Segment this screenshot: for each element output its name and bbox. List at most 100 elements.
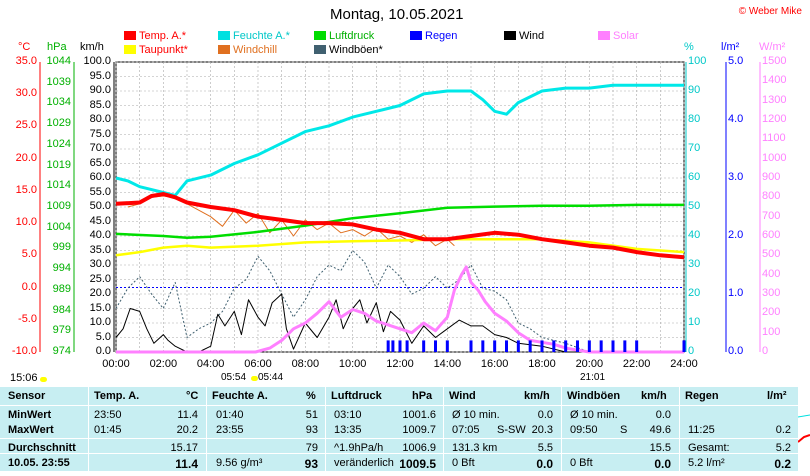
wind-direction: S-SW	[497, 424, 526, 436]
header-gusts: Windböen	[567, 390, 621, 402]
wind-tick-label: 15.0	[89, 301, 111, 314]
wind-tick-label: 45.0	[89, 214, 111, 227]
legend-temp: Temp. A.*	[124, 30, 186, 42]
column-divider	[561, 387, 562, 471]
solar-tick-label: 300	[762, 287, 781, 299]
humidity-tick-label: 90	[688, 84, 701, 96]
x-tick-label: 02:00	[149, 358, 178, 370]
legend-label: Solar	[613, 30, 639, 42]
temp-tick-label: 15.0	[15, 183, 37, 196]
pressure-tick-label: 1034	[46, 96, 71, 109]
solar-tick-label: 1500	[762, 55, 787, 67]
x-tick-label: 00:00	[102, 358, 130, 370]
pressure-tick-label: 1014	[46, 179, 71, 192]
rain-bar	[386, 340, 390, 352]
humidity-tick-label: 0	[688, 345, 695, 357]
side-mini-plot	[797, 387, 810, 471]
column-divider	[325, 387, 326, 471]
header-rain-unit: l/m²	[767, 390, 787, 402]
x-tick-label: 04:00	[196, 358, 225, 370]
temp-time: 23:50	[94, 409, 122, 421]
humidity-tick-label: 10	[688, 316, 701, 328]
rain-bar	[516, 340, 520, 352]
unit-rain: l/m²	[721, 41, 740, 53]
legend-swatch	[218, 45, 230, 54]
wind-tick-label: 40.0	[89, 229, 111, 241]
series-line-luftdruck	[115, 203, 684, 239]
humidity-value: 51	[305, 409, 318, 421]
rain-label: Gesamt:	[688, 442, 730, 454]
rain-tick-label: 4.0	[728, 113, 744, 125]
temp-value: 20.2	[176, 424, 198, 436]
legend-swatch	[314, 31, 326, 40]
pressure-tick-label: 1024	[46, 137, 71, 150]
wind-value: 20.3	[531, 424, 553, 436]
wind-tick-label: 95.0	[89, 69, 111, 82]
legend-wind: Wind	[504, 30, 544, 42]
solar-tick-label: 600	[762, 229, 781, 241]
solar-tick-label: 1300	[762, 93, 787, 106]
x-tick-label: 14:00	[433, 358, 462, 370]
legend-label: Taupunkt*	[139, 44, 188, 56]
legend-label: Wind	[519, 30, 545, 42]
legend-windchill: Windchill	[218, 44, 277, 56]
header-temp: Temp. A.	[94, 390, 140, 402]
gusts-direction: S	[620, 424, 628, 436]
header-wind: Wind	[449, 390, 476, 402]
rain-value: 0.2	[775, 424, 791, 436]
unit-wind: km/h	[80, 41, 104, 53]
wind-tick-label: 0.0	[95, 345, 111, 357]
legend-solar: Solar	[598, 30, 639, 42]
unit-humidity: %	[684, 41, 694, 53]
rain-bar	[493, 340, 497, 352]
temp-tick-label: 5.0	[21, 248, 37, 261]
pressure-tick-label: 1009	[46, 200, 71, 212]
unit-pressure: hPa	[47, 41, 67, 53]
pressure-tick-label: 994	[52, 262, 71, 275]
rain-bar	[599, 340, 603, 352]
wind-label: Ø 10 min.	[452, 409, 500, 421]
x-tick-label: 22:00	[622, 358, 651, 370]
humidity-tick-label: 30	[688, 258, 701, 270]
header-wind-unit: km/h	[524, 390, 550, 402]
humidity-tick-label: 20	[688, 287, 701, 299]
humidity-tick-label: 60	[688, 171, 701, 183]
rain-bar	[552, 340, 556, 352]
copyright: © Weber Mike	[738, 6, 802, 17]
pressure-tick-label: 1019	[46, 158, 71, 171]
temp-tick-label: 25.0	[15, 119, 37, 132]
rain-bar	[623, 340, 627, 352]
humidity-time: 9.56 g/m³	[216, 457, 263, 469]
weather-chart	[39, 61, 761, 354]
unit-temp: °C	[18, 41, 31, 53]
legend-rain: Regen	[410, 30, 457, 42]
pressure-tick-label: 984	[52, 303, 71, 316]
wind-tick-label: 100.0	[83, 55, 111, 67]
chart-title: Montag, 10.05.2021	[330, 6, 464, 23]
wind-label: 07:05	[452, 424, 480, 436]
rain-bar	[481, 340, 485, 352]
legend-swatch	[598, 31, 610, 40]
pressure-tick-label: 999	[52, 241, 71, 254]
x-tick-label: 10:00	[338, 358, 367, 370]
legend-swatch	[218, 31, 230, 40]
rain-bar	[505, 340, 508, 352]
temp-tick-label: 10.0	[15, 216, 37, 229]
x-tick-label: 12:00	[386, 358, 414, 370]
marker-left-dot	[40, 377, 47, 382]
humidity-tick-label: 50	[688, 200, 701, 212]
wind-value: 0.0	[536, 457, 553, 471]
header-pressure: Luftdruck	[331, 390, 382, 402]
solar-tick-label: 0	[762, 345, 769, 357]
row-divider	[0, 405, 798, 406]
rain-bar	[422, 340, 426, 352]
temp-time: 01:45	[94, 424, 122, 436]
rain-bar	[445, 340, 449, 352]
wind-label: 131.3 km	[452, 442, 498, 454]
wind-value: 0.0	[537, 409, 553, 421]
gusts-value: 49.6	[649, 424, 671, 436]
x-tick-label: 06:00	[244, 358, 272, 370]
legend-dewpoint: Taupunkt*	[124, 44, 188, 56]
wind-tick-label: 25.0	[89, 272, 111, 285]
humidity-time: 01:40	[216, 409, 244, 421]
